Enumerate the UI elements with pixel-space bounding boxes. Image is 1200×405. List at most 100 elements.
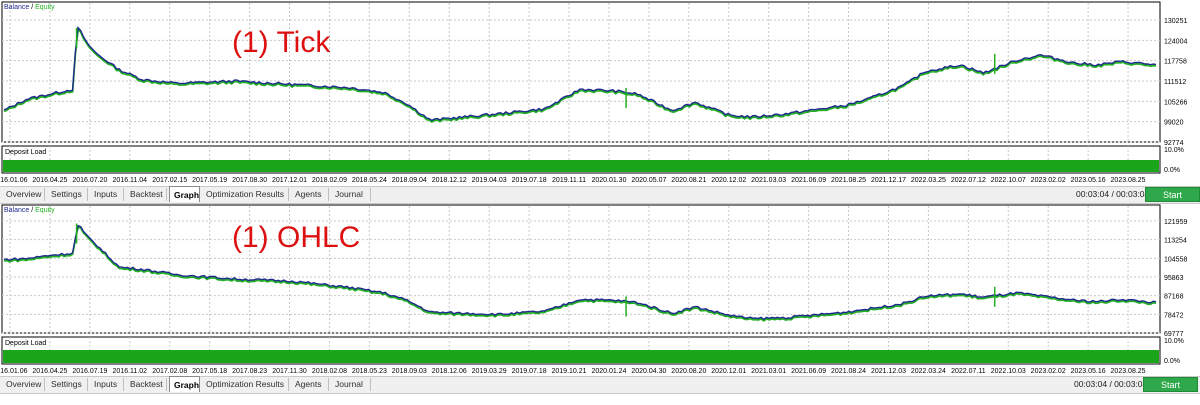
tab-optimization-results[interactable]: Optimization Results xyxy=(202,378,289,391)
elapsed-timer: 00:03:04 / 00:03:04 xyxy=(1074,379,1148,389)
y-tick-label: 99020 xyxy=(1164,120,1184,127)
x-tick-label: 2018.05.24 xyxy=(352,177,387,184)
tester-tab-bar: Overview Settings Inputs Backtest Graph Optim… xyxy=(0,376,1200,394)
x-tick-label: 2018.09.04 xyxy=(392,177,427,184)
x-tick-label: 2019.11.11 xyxy=(552,177,586,184)
x-tick-label: 2020.12.01 xyxy=(711,368,746,375)
x-tick-label: 2020.12.02 xyxy=(711,177,746,184)
start-button[interactable]: Start xyxy=(1145,187,1200,202)
x-tick-label: 2018.12.12 xyxy=(432,177,467,184)
x-tick-label: 2016.11.02 xyxy=(113,368,148,375)
tab-optimization-results[interactable]: Optimization Results xyxy=(202,188,289,201)
deposit-load-label: Deposit Load xyxy=(5,340,46,347)
y-tick-label: 105266 xyxy=(1164,99,1187,106)
x-tick-label: 2020.05.07 xyxy=(631,177,666,184)
tab-journal[interactable]: Journal xyxy=(331,188,371,201)
tab-backtest[interactable]: Backtest xyxy=(126,378,167,391)
x-tick-label: 2018.12.06 xyxy=(432,368,467,375)
x-tick-label: 2021.06.09 xyxy=(791,368,826,375)
x-tick-label: 2023.05.16 xyxy=(1071,368,1106,375)
y-tick-label: 69777 xyxy=(1164,331,1184,338)
x-tick-label: 2019.03.29 xyxy=(472,368,507,375)
x-tick-label: 2023.02.02 xyxy=(1031,177,1066,184)
x-tick-label: 2020.04.30 xyxy=(631,368,666,375)
deposit-tick-label: 0.0% xyxy=(1164,167,1180,174)
chart-legend: Balance / Equity xyxy=(4,207,55,214)
x-tick-label: 2021.12.17 xyxy=(871,177,906,184)
x-tick-label: 2016.04.25 xyxy=(32,177,67,184)
y-tick-label: 95863 xyxy=(1164,275,1184,282)
x-tick-label: 2020.08.20 xyxy=(671,368,706,375)
y-tick-label: 117758 xyxy=(1164,59,1187,66)
elapsed-timer: 00:03:04 / 00:03:04 xyxy=(1076,189,1150,199)
tab-inputs[interactable]: Inputs xyxy=(90,378,124,391)
chart-legend: Balance / Equity xyxy=(4,4,55,11)
x-tick-label: 2017.08.30 xyxy=(232,177,267,184)
tab-backtest[interactable]: Backtest xyxy=(126,188,167,201)
equity-line xyxy=(3,27,1157,123)
x-tick-label: 2016.01.06 xyxy=(0,368,28,375)
x-tick-label: 2019.10.21 xyxy=(552,368,587,375)
x-tick-label: 2022.07.12 xyxy=(951,177,986,184)
deposit-load-bar xyxy=(3,160,1159,172)
x-tick-label: 2017.02.15 xyxy=(152,177,187,184)
balance-equity-chart: 121959 113254 104558 95863 87168 78472 69777 20… xyxy=(0,204,1187,375)
x-tick-label: 2018.09.03 xyxy=(392,368,427,375)
y-tick-label: 104558 xyxy=(1164,256,1187,263)
x-tick-label: 2016.07.19 xyxy=(72,368,107,375)
tester-tab-bar: Overview Settings Inputs Backtest Graph Optim… xyxy=(0,186,1200,204)
x-tick-label: 2021.03.01 xyxy=(751,368,786,375)
x-tick-label: 2019.04.03 xyxy=(472,177,507,184)
tab-settings[interactable]: Settings xyxy=(47,378,88,391)
x-tick-label: 2022.10.03 xyxy=(991,368,1026,375)
tab-inputs[interactable]: Inputs xyxy=(90,188,124,201)
x-tick-label: 2021.06.09 xyxy=(791,177,826,184)
tab-journal[interactable]: Journal xyxy=(331,378,371,391)
x-tick-label: 2016.07.20 xyxy=(72,177,107,184)
tab-overview[interactable]: Overview xyxy=(2,378,45,391)
tester-graph-panel-tick: 130251 124004 117758 111512 105266 99020 92774… xyxy=(0,0,1200,204)
x-tick-label: 2019.07.18 xyxy=(512,177,547,184)
y-tick-label: 92774 xyxy=(1164,140,1184,147)
start-button[interactable]: Start xyxy=(1143,377,1198,392)
x-tick-label: 2017.05.18 xyxy=(192,368,227,375)
x-tick-label: 2017.05.19 xyxy=(192,177,227,184)
tab-agents[interactable]: Agents xyxy=(291,188,329,201)
x-tick-label: 2022.03.24 xyxy=(911,368,946,375)
y-tick-label: 121959 xyxy=(1164,219,1187,226)
tab-overview[interactable]: Overview xyxy=(2,188,45,201)
tester-graph-panel-ohlc: 121959 113254 104558 95863 87168 78472 69777 20… xyxy=(0,203,1200,405)
deposit-tick-label: 10.0% xyxy=(1164,338,1184,345)
y-tick-label: 87168 xyxy=(1164,294,1184,301)
x-tick-label: 2022.03.25 xyxy=(911,177,946,184)
tab-graph[interactable]: Graph xyxy=(169,186,200,202)
deposit-tick-label: 10.0% xyxy=(1164,147,1184,154)
x-tick-label: 2022.07.11 xyxy=(951,368,986,375)
handwritten-annotation: (1) Tick xyxy=(232,26,331,59)
x-tick-label: 2023.05.16 xyxy=(1071,177,1106,184)
x-tick-label: 2018.02.09 xyxy=(312,177,347,184)
x-tick-label: 2018.02.08 xyxy=(312,368,347,375)
balance-line xyxy=(3,26,1157,122)
deposit-load-bar xyxy=(3,350,1159,363)
deposit-tick-label: 0.0% xyxy=(1164,358,1180,365)
x-tick-label: 2020.01.24 xyxy=(591,368,626,375)
x-tick-label: 2016.11.04 xyxy=(113,177,148,184)
tab-agents[interactable]: Agents xyxy=(291,378,329,391)
x-tick-label: 2022.10.07 xyxy=(991,177,1026,184)
x-tick-label: 2017.08.23 xyxy=(232,368,267,375)
y-tick-label: 124004 xyxy=(1164,38,1187,45)
handwritten-annotation: (1) OHLC xyxy=(232,221,360,254)
equity-line xyxy=(3,225,1157,322)
plot-area xyxy=(1,1,1161,143)
plot-area xyxy=(1,204,1161,334)
balance-equity-chart: 130251 124004 117758 111512 105266 99020 92774… xyxy=(0,1,1187,184)
x-tick-label: 2016.01.06 xyxy=(0,177,28,184)
x-tick-label: 2016.04.25 xyxy=(32,368,67,375)
tab-graph[interactable]: Graph xyxy=(169,376,200,392)
x-tick-label: 2021.12.03 xyxy=(871,368,906,375)
x-tick-label: 2023.02.02 xyxy=(1031,368,1066,375)
balance-line xyxy=(3,224,1157,321)
tab-settings[interactable]: Settings xyxy=(47,188,88,201)
x-tick-label: 2023.08.25 xyxy=(1111,177,1146,184)
